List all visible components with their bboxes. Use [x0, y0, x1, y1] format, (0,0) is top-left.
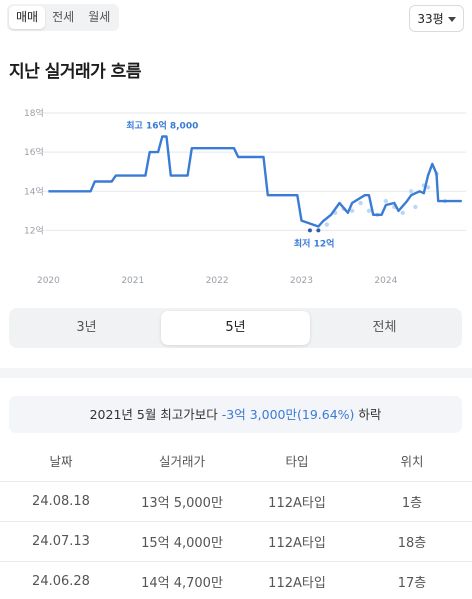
table-row[interactable]: 24.06.28 14억 4,700만 112A타입 17층: [0, 560, 472, 599]
y-tick-label: 14억: [24, 185, 44, 197]
data-point: [413, 204, 418, 210]
data-point: [383, 198, 389, 204]
cell-type: 112A타입: [242, 480, 352, 521]
cell-floor: 1층: [352, 480, 472, 521]
table-row[interactable]: 24.08.18 13억 5,000만 112A타입 1층: [0, 480, 472, 521]
area-select-label: 33평: [417, 12, 444, 26]
cell-date: 24.08.18: [0, 480, 122, 521]
price-change-summary: 2021년 5월 최고가보다 -3억 3,000만(19.64%) 하락: [9, 396, 462, 433]
summary-suffix: 하락: [354, 407, 382, 422]
tab-jeonse[interactable]: 전세: [52, 10, 75, 24]
tab-monthly-rent[interactable]: 월세: [88, 10, 111, 24]
cell-price: 15억 4,000만: [122, 520, 242, 561]
y-tick-label: 16억: [24, 146, 44, 158]
section-divider: [0, 368, 472, 378]
chevron-down-icon: [447, 16, 456, 22]
data-point: [316, 228, 321, 233]
summary-highlight: -3억 3,000만(19.64%): [221, 407, 355, 422]
x-tick-label: 2023: [290, 276, 313, 286]
price-trend-chart: 18억 16억 14억 12억 2020 2021 2022 2023 2024 최고 16억…: [24, 107, 466, 286]
data-point: [349, 208, 355, 214]
price-series-line: [48, 135, 462, 228]
cell-price: 14억 4,700만: [122, 560, 242, 599]
column-header-date: 날짜: [49, 454, 73, 470]
cell-type: 112A타입: [242, 560, 352, 599]
data-point: [366, 208, 372, 214]
table-header-row: 날짜 실거래가 타입 위치: [0, 441, 472, 481]
cell-floor: 18층: [352, 520, 472, 561]
annotation-label: 최고 16억 8,000: [126, 119, 198, 131]
y-tick-label: 18억: [24, 107, 44, 119]
period-tabs: 3년 5년 전체: [9, 308, 462, 348]
x-tick-label: 2022: [206, 276, 229, 286]
annotation-label: 최저 12억: [294, 237, 335, 249]
y-tick-label: 12억: [24, 224, 44, 236]
cell-floor: 17층: [352, 560, 472, 599]
x-tick-label: 2024: [374, 276, 397, 286]
column-header-type: 타입: [285, 454, 309, 470]
data-point: [408, 189, 414, 194]
cell-date: 24.07.13: [0, 520, 122, 561]
cell-date: 24.06.28: [0, 560, 122, 599]
column-header-floor: 위치: [400, 454, 424, 470]
deal-type-tabs: 매매 전세 월세: [7, 4, 120, 31]
period-3y[interactable]: 3년: [76, 320, 97, 335]
data-point: [358, 200, 363, 206]
table-row[interactable]: 24.07.13 15억 4,000만 112A타입 18층: [0, 520, 472, 561]
data-point: [324, 222, 330, 227]
x-tick-label: 2021: [121, 276, 144, 286]
column-header-price: 실거래가: [158, 454, 205, 470]
cell-price: 13억 5,000만: [122, 480, 242, 521]
page-title: 지난 실거래가 흐름: [9, 62, 141, 82]
period-5y[interactable]: 5년: [161, 311, 310, 345]
tab-sale[interactable]: 매매: [9, 6, 46, 29]
data-point: [307, 228, 312, 233]
data-point: [425, 185, 431, 190]
period-all[interactable]: 전체: [372, 320, 397, 335]
cell-type: 112A타입: [242, 520, 352, 561]
area-select[interactable]: 33평: [409, 5, 464, 32]
x-tick-label: 2020: [37, 276, 60, 286]
data-point: [400, 210, 405, 216]
summary-prefix: 2021년 5월 최고가보다: [89, 407, 222, 422]
transaction-table: 날짜 실거래가 타입 위치 24.08.18 13억 5,000만 112A타입…: [0, 441, 472, 599]
